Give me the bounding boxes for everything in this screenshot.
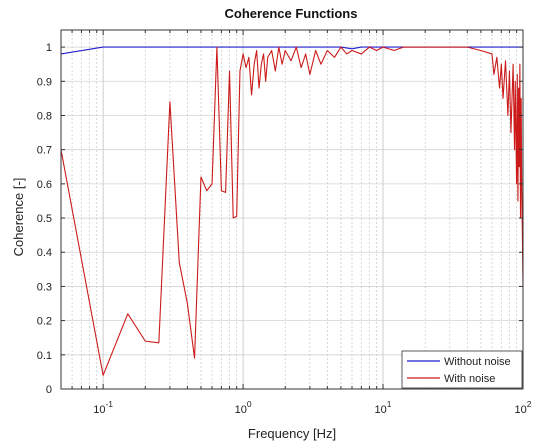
x-axis-label: Frequency [Hz] — [248, 426, 336, 441]
legend-box — [401, 350, 523, 389]
legend: Without noise With noise — [401, 350, 523, 389]
x-tick-exponent: 2 — [527, 399, 532, 409]
legend-entry: Without noise — [444, 356, 511, 368]
chart-title: Coherence Functions — [225, 6, 358, 21]
legend-entry: With noise — [444, 373, 495, 385]
y-tick-label: 0.1 — [37, 350, 52, 362]
x-tick-label: 102 — [515, 399, 532, 416]
y-tick-label: 0.2 — [37, 316, 52, 328]
y-tick-label: 0.7 — [37, 145, 52, 157]
x-tick-label: 101 — [375, 399, 392, 416]
series-layer — [60, 46, 524, 376]
x-tick-base: 10 — [515, 404, 527, 416]
y-tick-label: 0.6 — [37, 179, 52, 191]
plot-frame — [60, 29, 524, 390]
x-tick-base: 10 — [93, 404, 105, 416]
y-tick-label: 0.3 — [37, 281, 52, 293]
x-tick-label: 10-1 — [93, 399, 113, 416]
x-tick-label: 100 — [235, 399, 252, 416]
x-tick-base: 10 — [235, 404, 247, 416]
y-tick-label: 0.9 — [37, 76, 52, 88]
y-tick-label: 0.8 — [37, 110, 52, 122]
x-tick-exponent: -1 — [105, 399, 113, 409]
x-tick-exponent: 1 — [387, 399, 392, 409]
y-axis-label: Coherence [-] — [11, 178, 26, 257]
y-tick-label: 0.5 — [37, 213, 52, 225]
series-line-with-noise — [60, 46, 524, 376]
y-tick-label: 0 — [46, 384, 52, 396]
y-tick-label: 0.4 — [37, 247, 52, 259]
y-tick-label: 1 — [46, 42, 52, 54]
x-tick-base: 10 — [375, 404, 387, 416]
x-tick-exponent: 0 — [247, 399, 252, 409]
